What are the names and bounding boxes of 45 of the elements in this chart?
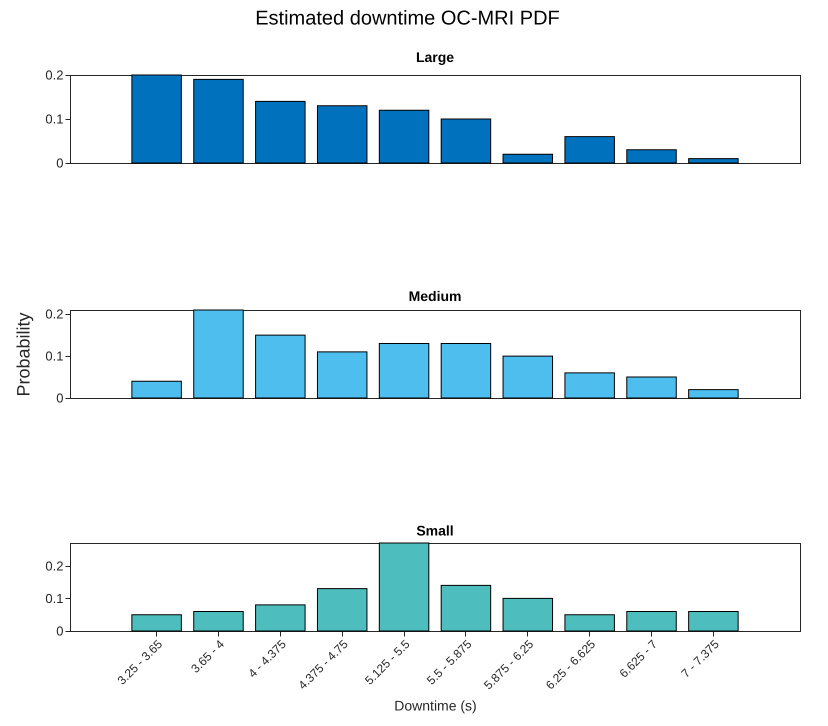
bar bbox=[378, 542, 430, 632]
bar bbox=[688, 158, 739, 164]
bar bbox=[440, 584, 492, 632]
bar bbox=[378, 110, 430, 164]
chart-title: Small bbox=[416, 522, 454, 538]
bar bbox=[131, 614, 182, 632]
bar bbox=[626, 610, 677, 632]
bar bbox=[316, 588, 368, 632]
chart-title: Estimated downtime OC-MRI PDF bbox=[255, 8, 560, 30]
bar bbox=[502, 154, 554, 164]
bar bbox=[440, 118, 492, 164]
bar bbox=[688, 389, 739, 398]
y-tick-label: 0.2 bbox=[45, 306, 64, 322]
y-tick-label: 0.2 bbox=[45, 68, 64, 82]
bar bbox=[564, 372, 615, 398]
bar bbox=[316, 351, 368, 398]
bar bbox=[626, 376, 677, 398]
bar bbox=[564, 136, 615, 164]
y-tick-label: 0.1 bbox=[45, 112, 64, 126]
bar bbox=[626, 149, 677, 164]
bar bbox=[502, 356, 554, 398]
bar bbox=[193, 310, 244, 398]
bar bbox=[255, 604, 306, 632]
y-tick-label: 0.1 bbox=[45, 590, 64, 606]
bar bbox=[316, 105, 368, 164]
bar bbox=[255, 100, 306, 164]
chart-subtitle: Large bbox=[416, 49, 454, 65]
bar bbox=[131, 74, 182, 164]
y-axis-title: Probability bbox=[13, 312, 34, 397]
bar bbox=[378, 343, 430, 398]
bar bbox=[131, 380, 182, 398]
bar bbox=[688, 610, 739, 632]
y-tick-label: 0 bbox=[56, 390, 64, 406]
bar bbox=[502, 598, 554, 632]
bar bbox=[193, 610, 244, 632]
bar bbox=[255, 334, 306, 398]
y-tick-label: 0 bbox=[56, 156, 64, 170]
bar bbox=[564, 614, 615, 632]
y-tick-label: 0.2 bbox=[45, 558, 64, 574]
y-tick-label: 0 bbox=[56, 624, 64, 638]
chart-title: Medium bbox=[408, 288, 462, 304]
bar bbox=[193, 78, 244, 164]
x-axis-title: Downtime (s) bbox=[394, 698, 477, 714]
bar bbox=[440, 343, 492, 398]
y-tick-label: 0.1 bbox=[45, 348, 64, 364]
